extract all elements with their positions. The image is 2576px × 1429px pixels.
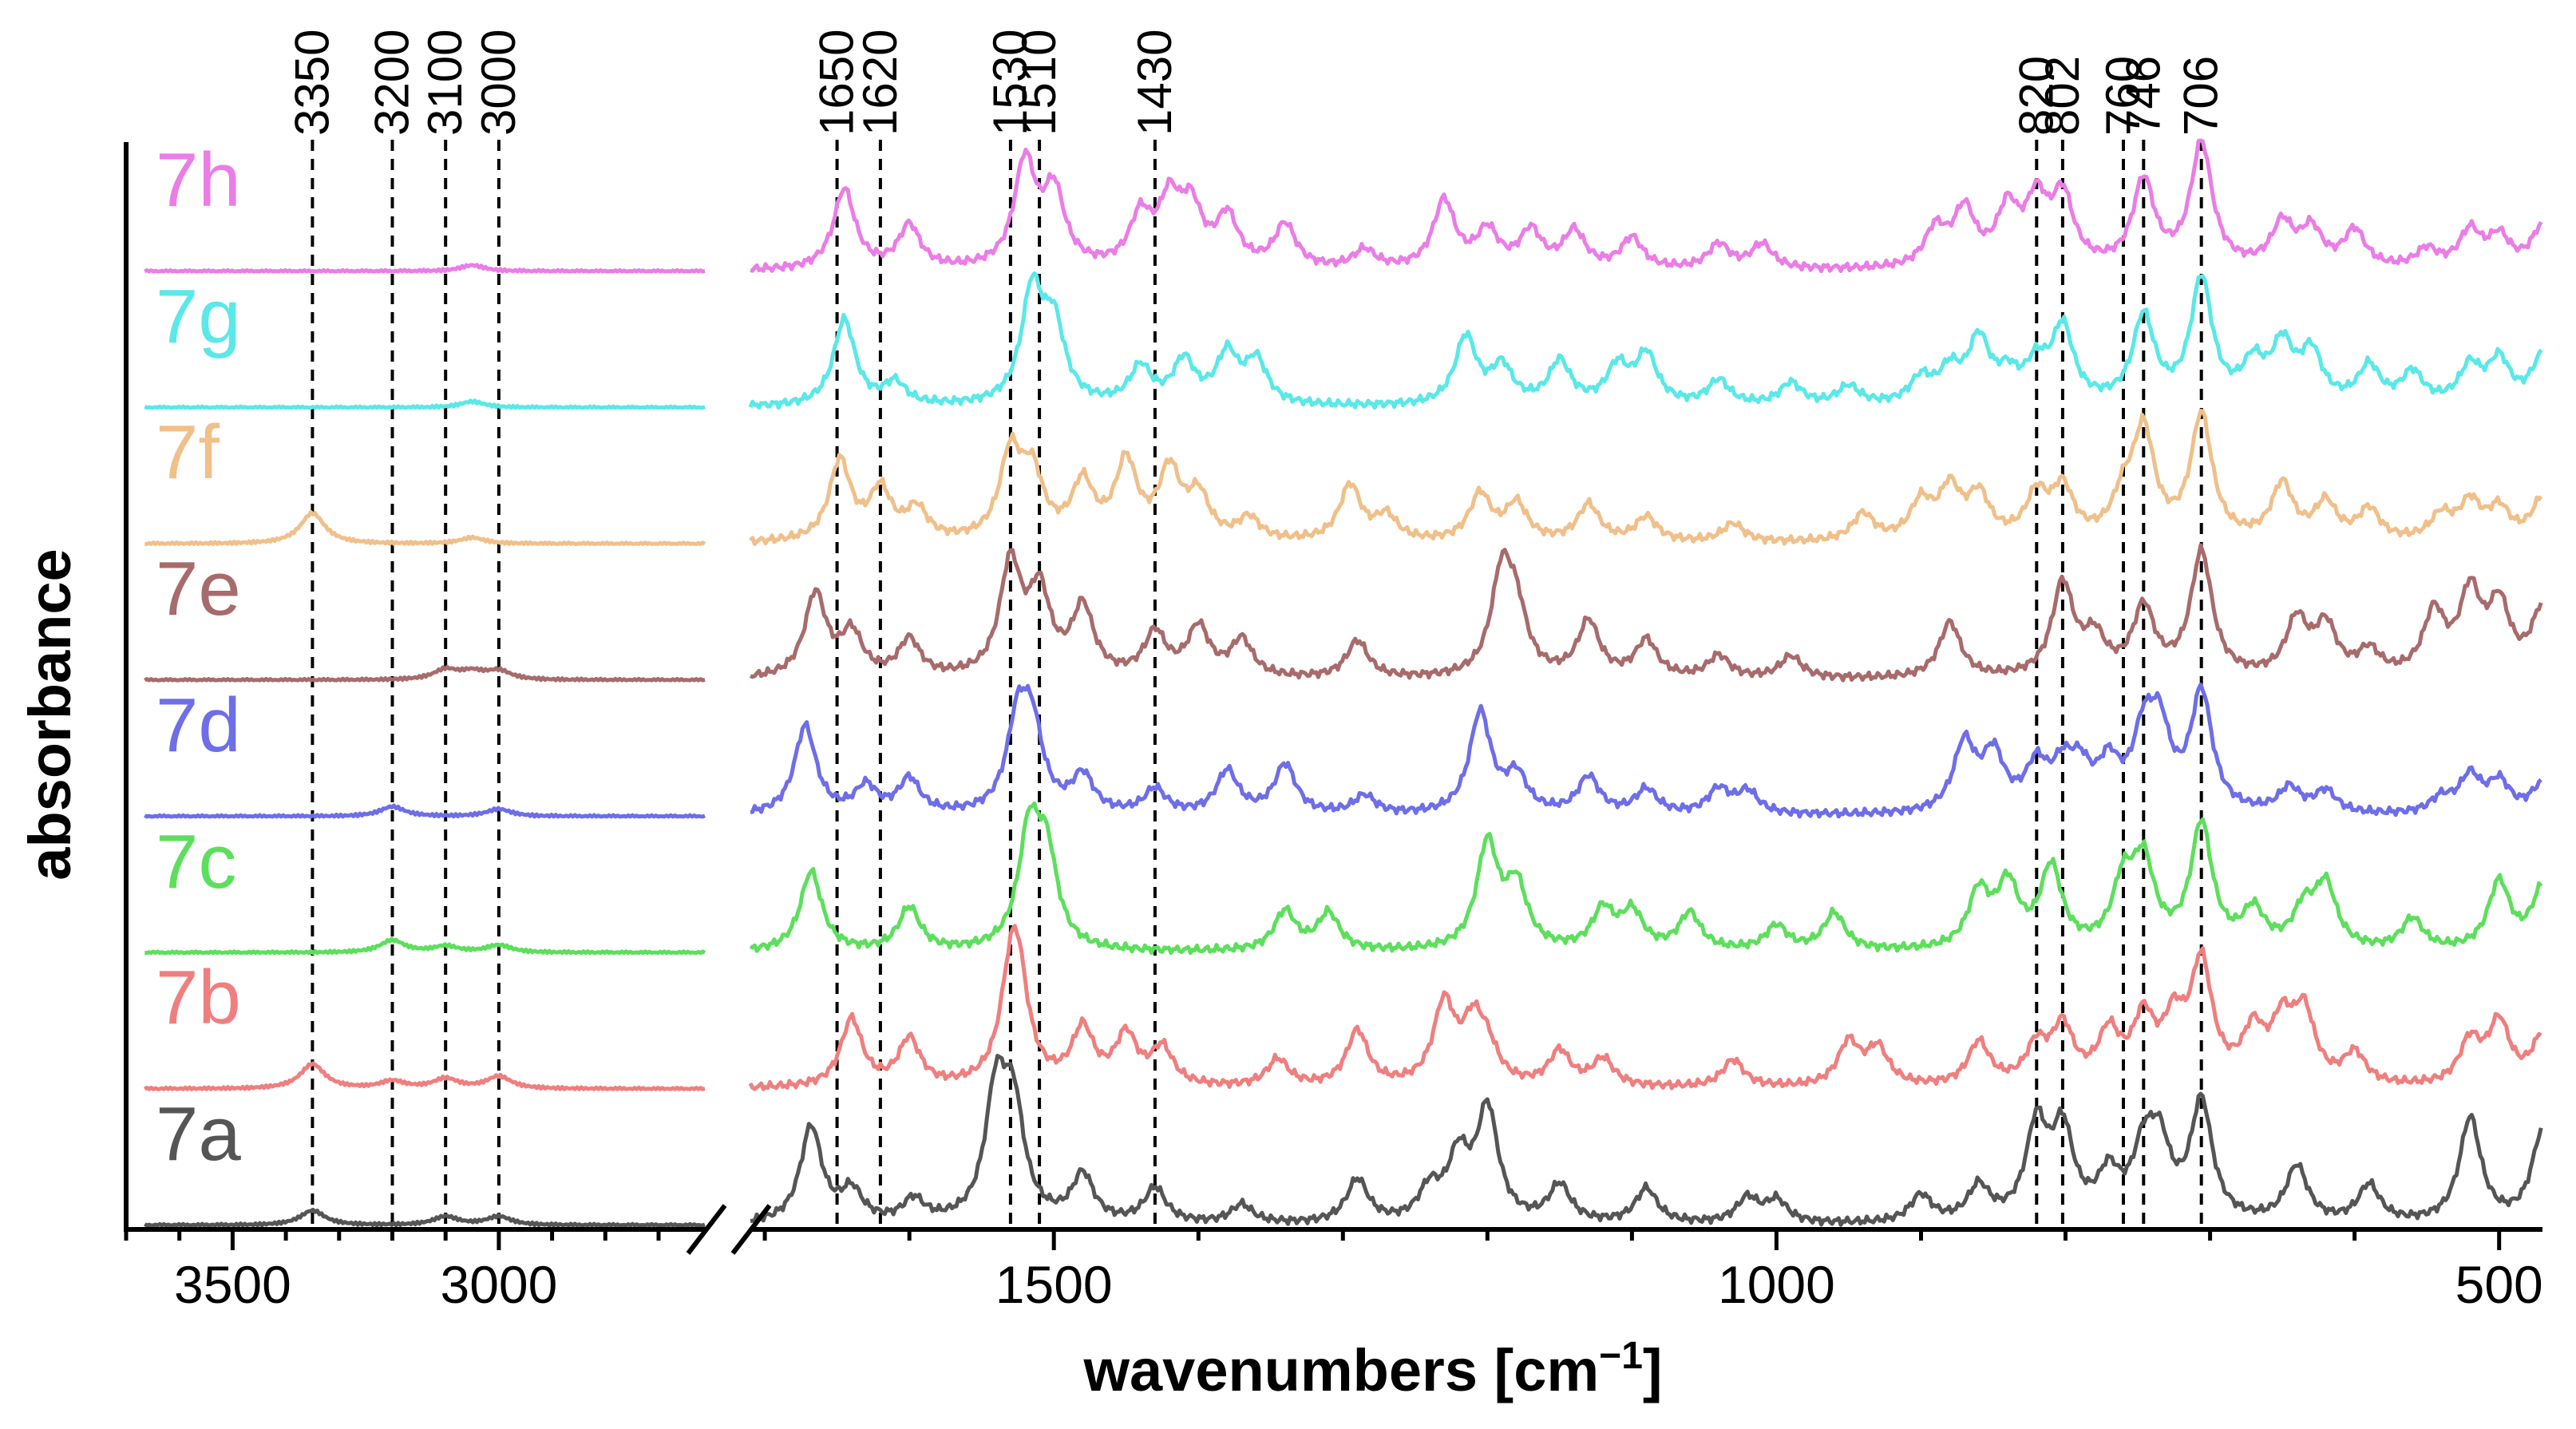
peak-label-802: 802: [2036, 56, 2089, 136]
series-label-7c: 7c: [156, 819, 236, 905]
x-tick-label-3000: 3000: [440, 1255, 557, 1314]
x-axis-title-close: ]: [1643, 1337, 1663, 1403]
series-label-7a: 7a: [156, 1091, 241, 1177]
spectrum-line-hf-7f: [144, 510, 706, 546]
peak-label-3100: 3100: [418, 30, 472, 136]
series-labels: 7a 7b 7c 7d 7e 7f 7g 7h: [156, 137, 241, 1177]
axis-break-mark: [730, 1204, 772, 1255]
peak-label-1620: 1620: [853, 30, 907, 136]
spectrum-line-hf-7a: [144, 1207, 706, 1228]
axis-break-mark: [686, 1204, 727, 1255]
peak-label-1530: 1530: [983, 30, 1037, 136]
spectrum-line-hf-7c: [144, 936, 706, 956]
spectrum-line-hf-7d: [144, 803, 706, 819]
spectrum-line-7f: [749, 409, 2543, 546]
x-axis-title-main: wavenumbers [cm: [1082, 1337, 1599, 1403]
series-label-7e: 7e: [156, 546, 241, 631]
series-label-7g: 7g: [156, 274, 241, 359]
axes: [124, 142, 2542, 1255]
spectrum-line-hf-7e: [144, 665, 706, 683]
series-label-7d: 7d: [156, 683, 241, 768]
spectrum-line-7g: [748, 271, 2543, 410]
y-axis-title: absorbance: [17, 548, 83, 880]
peak-label-1430: 1430: [1128, 30, 1181, 136]
peak-label-760: 760: [2096, 56, 2150, 136]
x-tick-label-1000: 1000: [1718, 1255, 1835, 1314]
series-label-7b: 7b: [156, 955, 241, 1040]
peak-label-746: 746: [2116, 56, 2170, 136]
spectrum-line-7c: [749, 801, 2543, 956]
spectra-traces: [143, 138, 2543, 1228]
peak-label-3000: 3000: [472, 30, 525, 136]
spectrum-line-7e: [750, 543, 2543, 683]
peak-label-1510: 1510: [1012, 30, 1066, 136]
x-axis-title: wavenumbers [cm−1]: [1082, 1335, 1662, 1403]
peak-label-706: 706: [2174, 56, 2228, 136]
spectrum-line-7b: [748, 924, 2542, 1091]
peak-label-3350: 3350: [285, 30, 338, 136]
peak-label-1650: 1650: [810, 30, 864, 136]
spectrum-line-7h: [750, 138, 2543, 274]
peak-guide-lines: [311, 140, 2203, 1229]
x-axis-title-exponent: −1: [1599, 1335, 1643, 1377]
x-tick-labels: 3500 3000 1500 1000 500: [174, 1255, 2543, 1314]
x-tick-label-500: 500: [2455, 1255, 2543, 1314]
peak-label-3200: 3200: [366, 30, 419, 136]
series-label-7h: 7h: [156, 137, 241, 223]
series-label-7f: 7f: [156, 410, 220, 495]
spectrum-line-hf-7g: [144, 398, 706, 410]
spectrum-line-7a: [750, 1054, 2543, 1227]
x-tick-label-3500: 3500: [174, 1255, 291, 1314]
spectrum-line-hf-7h: [144, 263, 706, 274]
spectrum-line-7d: [750, 683, 2542, 819]
spectrum-line-hf-7b: [143, 1061, 706, 1091]
peak-label-820: 820: [2009, 56, 2063, 136]
x-tick-label-1500: 1500: [995, 1255, 1113, 1314]
